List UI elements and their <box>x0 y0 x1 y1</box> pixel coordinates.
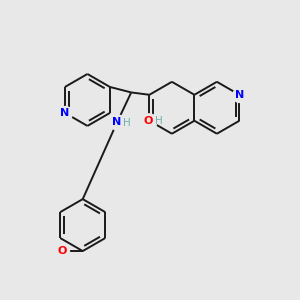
Text: N: N <box>112 116 121 127</box>
Text: N: N <box>235 90 244 100</box>
Text: O: O <box>58 246 67 256</box>
Text: H: H <box>123 118 130 128</box>
Text: N: N <box>60 108 70 118</box>
Text: H: H <box>155 116 163 126</box>
Text: O: O <box>143 116 153 126</box>
